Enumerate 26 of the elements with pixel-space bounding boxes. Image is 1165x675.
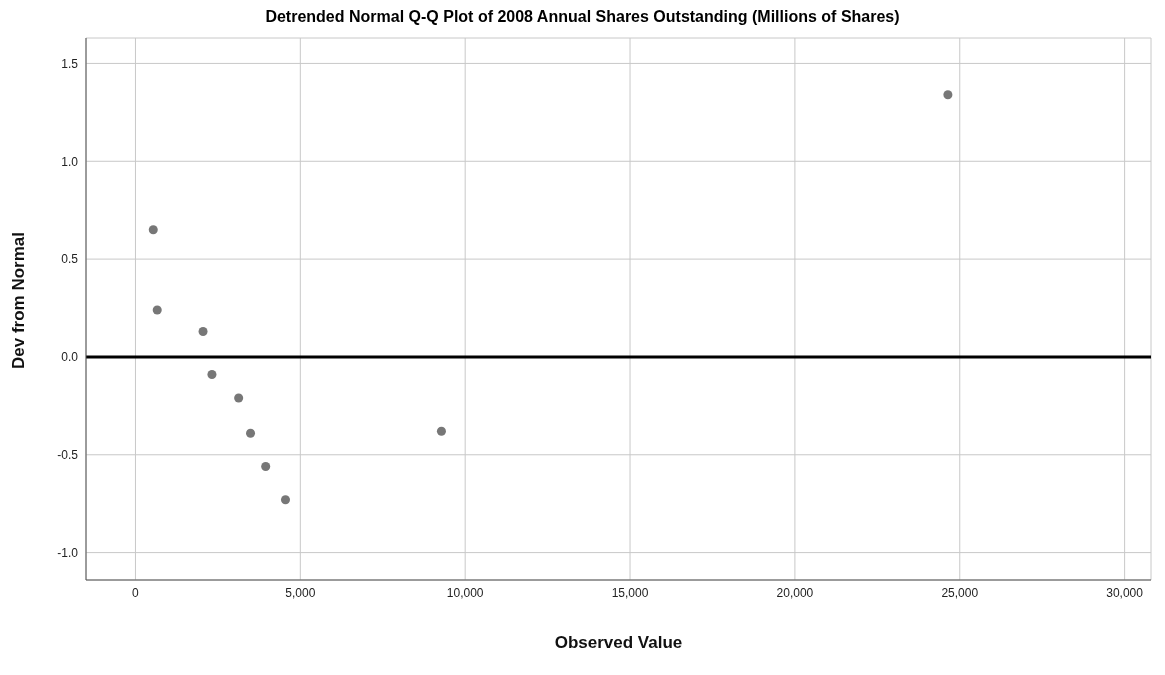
- x-tick-label: 25,000: [941, 585, 979, 600]
- x-tick-label: 10,000: [446, 585, 484, 600]
- x-axis-title: Observed Value: [554, 633, 683, 652]
- point: [246, 428, 256, 438]
- point: [198, 327, 208, 337]
- point: [207, 370, 217, 380]
- x-tick-label: 5,000: [285, 585, 316, 600]
- point: [436, 426, 446, 436]
- y-tick-label: -1.0: [57, 545, 79, 560]
- point: [148, 225, 158, 235]
- point: [152, 305, 162, 315]
- point: [943, 90, 953, 100]
- point: [261, 462, 271, 472]
- y-tick-label: 0.5: [61, 252, 79, 267]
- point: [234, 393, 244, 403]
- y-tick-label: 0.0: [61, 350, 79, 365]
- x-tick-label: 30,000: [1106, 585, 1144, 600]
- y-tick-label: 1.5: [61, 56, 79, 71]
- y-tick-label: 1.0: [61, 154, 79, 169]
- x-tick-label: 0: [132, 585, 140, 600]
- y-tick-label: -0.5: [57, 448, 79, 463]
- x-tick-label: 20,000: [776, 585, 814, 600]
- y-axis-title: Dev from Normal: [9, 232, 29, 369]
- x-tick-label: 15,000: [611, 585, 649, 600]
- chart-title: Detrended Normal Q-Q Plot of 2008 Annual Shares Outstanding (Millions of Shares): [264, 8, 901, 27]
- point: [280, 495, 290, 505]
